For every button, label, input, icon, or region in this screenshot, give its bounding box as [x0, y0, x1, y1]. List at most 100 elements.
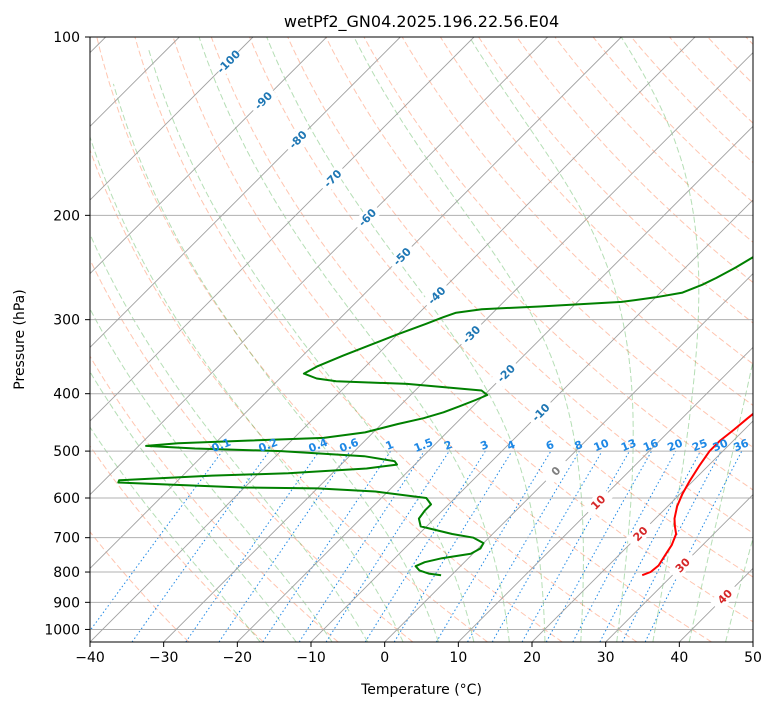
temperature-line: [641, 412, 753, 577]
isotherm-label-backdrop: [283, 124, 313, 155]
mixing-ratio-label: 25: [690, 437, 709, 455]
mixing-ratio-label: 13: [619, 437, 638, 455]
y-tick-label: 400: [53, 387, 80, 403]
isotherm-label-backdrop: [709, 581, 740, 612]
x-tick-label: −20: [223, 650, 253, 666]
isotherm-label-backdrop: [248, 85, 279, 116]
x-tick-label: −30: [149, 650, 179, 666]
dry-adiabat: [249, 37, 753, 578]
moist-adiabat: [148, 49, 475, 642]
isotherm-gridline: [90, 37, 622, 569]
y-tick-label: 1000: [44, 622, 80, 638]
isotherm-gridline: [752, 641, 753, 642]
x-tick-label: 0: [380, 650, 389, 666]
x-tick-label: 40: [670, 650, 688, 666]
isotherm-label-backdrop: [213, 46, 244, 77]
x-axis-label: Temperature (°C): [360, 682, 482, 698]
y-axis-label: Pressure (hPa): [12, 289, 28, 389]
x-tick-label: −10: [296, 650, 326, 666]
line-labels: -100-90-80-70-60-50-40-30-20-10010203040…: [210, 46, 751, 612]
mixing-ratio-line: [545, 450, 653, 642]
dry-adiabat: [90, 531, 190, 642]
chart-title: wetPf2_GN04.2025.196.22.56.E04: [284, 12, 559, 32]
moist-adiabat: [266, 37, 546, 642]
isotherm-gridline: [237, 125, 753, 642]
mixing-ratio-line: [90, 450, 223, 632]
profile-lines: [117, 255, 753, 577]
mixing-ratio-label: 36: [732, 436, 751, 454]
y-tick-label: 800: [53, 565, 80, 581]
mixing-ratio-line: [262, 450, 392, 642]
mixing-ratio-line: [185, 450, 320, 642]
isotherm-label-backdrop: [387, 241, 417, 272]
dry-adiabat: [401, 37, 753, 406]
dry-adiabat: [439, 37, 753, 365]
dry-adiabat: [96, 37, 563, 642]
dry-adiabat: [325, 37, 753, 491]
mixing-ratio-line: [393, 450, 513, 642]
y-tick-label: 600: [53, 491, 80, 507]
dry-adiabat: [134, 37, 638, 642]
isotherm-gridline: [90, 37, 327, 275]
background-lines: [90, 37, 775, 642]
x-tick-label: 20: [523, 650, 541, 666]
isotherm-label-backdrop: [317, 163, 348, 194]
isotherm-label-backdrop: [540, 456, 571, 486]
isotherm-gridline: [605, 494, 753, 642]
moist-adiabat: [762, 37, 775, 642]
isotherm-gridline: [310, 199, 753, 642]
moist-adiabat: [90, 135, 404, 642]
mixing-ratio-label: 30: [711, 436, 730, 454]
axes: −40 −30 −20 −10 0 10 20 30 40 50 100 200 300 400 500 60…: [44, 30, 762, 666]
isotherm-label-backdrop: [667, 550, 698, 580]
mixing-ratio-label: 3: [478, 438, 490, 453]
moist-adiabat: [198, 37, 510, 642]
mixing-ratio-label: 20: [666, 436, 685, 454]
moist-adiabat: [688, 358, 753, 642]
mixing-ratio-label: 8: [573, 438, 585, 453]
dry-adiabat: [90, 445, 264, 642]
dry-adiabat: [516, 37, 753, 284]
x-tick-label: −40: [75, 650, 105, 666]
isotherm-gridline: [458, 346, 753, 642]
plot-frame: [89, 36, 754, 643]
mixing-ratio-label: 10: [592, 436, 611, 454]
y-tick-label: 300: [53, 313, 80, 329]
isotherm-label-backdrop: [625, 518, 656, 549]
isotherm-label-backdrop: [525, 397, 556, 428]
isotherm-gridline: [90, 37, 548, 496]
x-tick-label: 30: [597, 650, 615, 666]
isotherm-label-backdrop: [491, 358, 521, 389]
y-tick-label: 500: [53, 444, 80, 460]
moist-adiabat: [90, 426, 261, 642]
moist-adiabat: [90, 308, 333, 642]
y-tick-label: 100: [53, 30, 80, 46]
y-tick-label: 700: [53, 531, 80, 547]
y-tick-label: 200: [53, 208, 80, 224]
x-tick-label: 50: [744, 650, 762, 666]
mixing-ratio-line: [644, 450, 743, 642]
isotherm-label-backdrop: [583, 487, 613, 518]
x-tick-label: 10: [449, 650, 467, 666]
dry-adiabat: [210, 37, 753, 623]
moist-adiabat: [90, 370, 297, 642]
isotherm-label-backdrop: [421, 280, 452, 311]
isotherm-gridline: [90, 37, 254, 201]
isotherm-label-backdrop: [456, 319, 487, 350]
mixing-ratio-label: 1: [384, 438, 396, 453]
mixing-ratio-line: [218, 450, 351, 642]
mixing-ratio-line: [572, 450, 677, 642]
isotherm-gridline: [384, 273, 753, 642]
mixing-ratio-label: 16: [641, 436, 660, 454]
moist-adiabat: [353, 37, 584, 642]
dry-adiabat: [90, 355, 339, 642]
isotherm-label-backdrop: [352, 202, 383, 233]
moist-adiabat: [620, 37, 700, 642]
isotherm-gridline: [90, 37, 475, 422]
mixing-ratio-line: [131, 450, 270, 642]
isotherm-gridline: [90, 37, 696, 642]
mixing-ratio-line: [325, 450, 450, 642]
y-tick-label: 900: [53, 595, 80, 611]
dry-adiabat: [90, 148, 488, 642]
